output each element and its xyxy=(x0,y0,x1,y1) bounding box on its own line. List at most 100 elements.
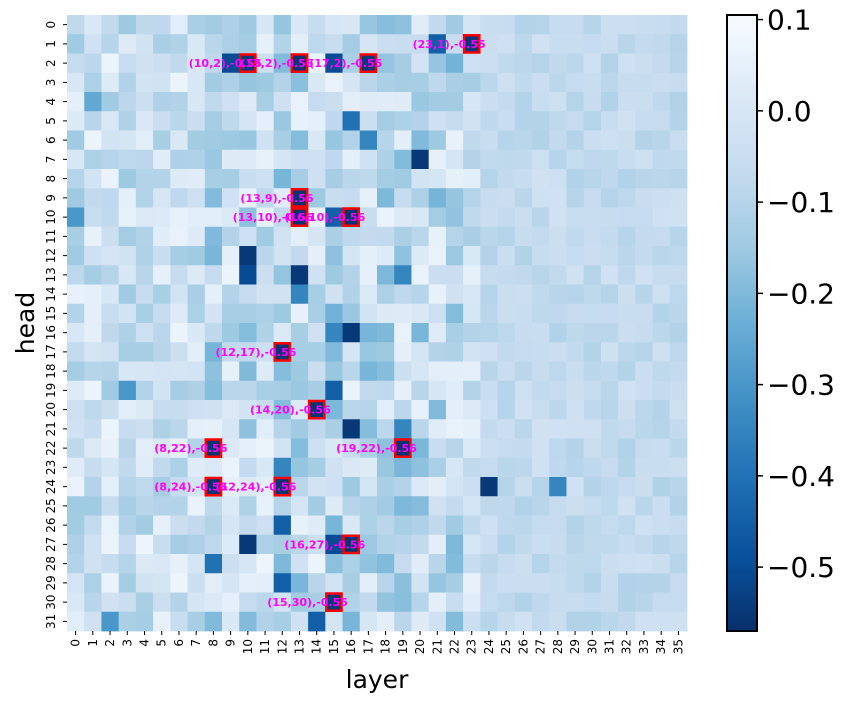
heatmap-cell xyxy=(222,188,240,208)
x-tick-label: 26 xyxy=(516,639,530,654)
heatmap-cell xyxy=(239,380,257,401)
heatmap-cell xyxy=(600,380,619,401)
heatmap-cell xyxy=(153,188,171,208)
heatmap-cell xyxy=(583,400,602,420)
heatmap-cell xyxy=(67,130,85,151)
heatmap-cell xyxy=(256,419,275,439)
heatmap-cell xyxy=(669,207,688,228)
heatmap-cell xyxy=(618,438,636,459)
heatmap-cell xyxy=(256,554,275,574)
heatmap-cell xyxy=(514,419,533,439)
heatmap-cell xyxy=(428,226,447,247)
heatmap-cell xyxy=(532,34,550,54)
heatmap-cell xyxy=(359,246,378,266)
y-tick-label: 17 xyxy=(44,344,58,359)
heatmap-cell xyxy=(135,284,154,305)
heatmap-cell xyxy=(170,72,188,93)
heatmap-cell xyxy=(170,592,188,613)
x-tick-label: 27 xyxy=(534,639,548,654)
heatmap-cell xyxy=(222,149,240,170)
heatmap-cell xyxy=(290,477,309,497)
heatmap-cell xyxy=(135,111,154,131)
heatmap-cell xyxy=(239,323,257,343)
heatmap-cell xyxy=(67,457,85,478)
heatmap-cell xyxy=(101,72,120,93)
heatmap-cell xyxy=(101,226,120,247)
heatmap-cell xyxy=(135,53,154,74)
heatmap-cell xyxy=(222,284,240,305)
heatmap-cell xyxy=(101,111,120,131)
heatmap-cell xyxy=(135,457,154,478)
heatmap-cell xyxy=(67,284,85,305)
heatmap-cell xyxy=(532,592,550,613)
heatmap-cell xyxy=(204,15,223,35)
heatmap-cell xyxy=(239,226,257,247)
heatmap-cell xyxy=(153,554,171,574)
heatmap-cell xyxy=(428,342,447,362)
heatmap-cell xyxy=(290,265,309,285)
heatmap-cell xyxy=(635,592,653,613)
heatmap-cell xyxy=(187,515,206,536)
heatmap-cell xyxy=(342,169,361,189)
heatmap-cell xyxy=(377,15,395,35)
heatmap-cell xyxy=(394,53,412,74)
heatmap-cell xyxy=(428,15,447,35)
highlight-annotation: (13,9),-0.56 xyxy=(240,192,313,205)
heatmap-cell xyxy=(101,34,120,54)
heatmap-cell xyxy=(600,400,619,420)
colorbar-tick-label: −0.2 xyxy=(767,277,835,310)
x-tick-label: 32 xyxy=(620,639,634,654)
heatmap-cell xyxy=(308,361,326,382)
heatmap-cell xyxy=(635,284,653,305)
heatmap-cell xyxy=(600,53,619,74)
heatmap-cell xyxy=(428,130,447,151)
heatmap-cell xyxy=(463,265,481,285)
heatmap-cell xyxy=(256,169,275,189)
heatmap-cell xyxy=(600,92,619,112)
heatmap-cell xyxy=(204,246,223,266)
heatmap-cell xyxy=(566,515,585,536)
heatmap-cell xyxy=(222,34,240,54)
heatmap-cell xyxy=(153,515,171,536)
heatmap-cell xyxy=(377,265,395,285)
heatmap-cell xyxy=(342,149,361,170)
heatmap-cell xyxy=(204,400,223,420)
x-tick-label: 12 xyxy=(275,639,289,654)
heatmap-cell xyxy=(480,438,498,459)
heatmap-cell xyxy=(256,92,275,112)
heatmap-cell xyxy=(566,592,585,613)
heatmap-cell xyxy=(669,92,688,112)
heatmap-cell xyxy=(273,15,292,35)
heatmap-cell xyxy=(135,534,154,555)
heatmap-cell xyxy=(411,265,430,285)
heatmap-cell xyxy=(652,169,671,189)
heatmap-cell xyxy=(359,534,378,555)
heatmap-cell xyxy=(342,15,361,35)
heatmap-cell xyxy=(239,438,257,459)
heatmap-cell xyxy=(514,323,533,343)
heatmap-cell xyxy=(583,534,602,555)
heatmap-cell xyxy=(635,457,653,478)
heatmap-cell xyxy=(101,496,120,516)
heatmap-cell xyxy=(84,477,102,497)
heatmap-cell xyxy=(463,92,481,112)
heatmap-cell xyxy=(566,323,585,343)
y-tick-label: 10 xyxy=(44,209,58,224)
heatmap-cell xyxy=(239,303,257,324)
heatmap-cell xyxy=(514,207,533,228)
heatmap-cell xyxy=(428,53,447,74)
heatmap-cell xyxy=(290,534,309,555)
heatmap-cell xyxy=(566,15,585,35)
heatmap-cell xyxy=(204,188,223,208)
heatmap-cell xyxy=(411,72,430,93)
heatmap-cell xyxy=(118,573,137,593)
heatmap-cell xyxy=(325,169,343,189)
heatmap-cell xyxy=(463,496,481,516)
heatmap-cell xyxy=(652,400,671,420)
heatmap-cell xyxy=(463,246,481,266)
heatmap-cell xyxy=(652,265,671,285)
heatmap-cell xyxy=(669,477,688,497)
heatmap-cell xyxy=(463,284,481,305)
y-tick-label: 7 xyxy=(44,156,58,164)
heatmap-cell xyxy=(135,130,154,151)
